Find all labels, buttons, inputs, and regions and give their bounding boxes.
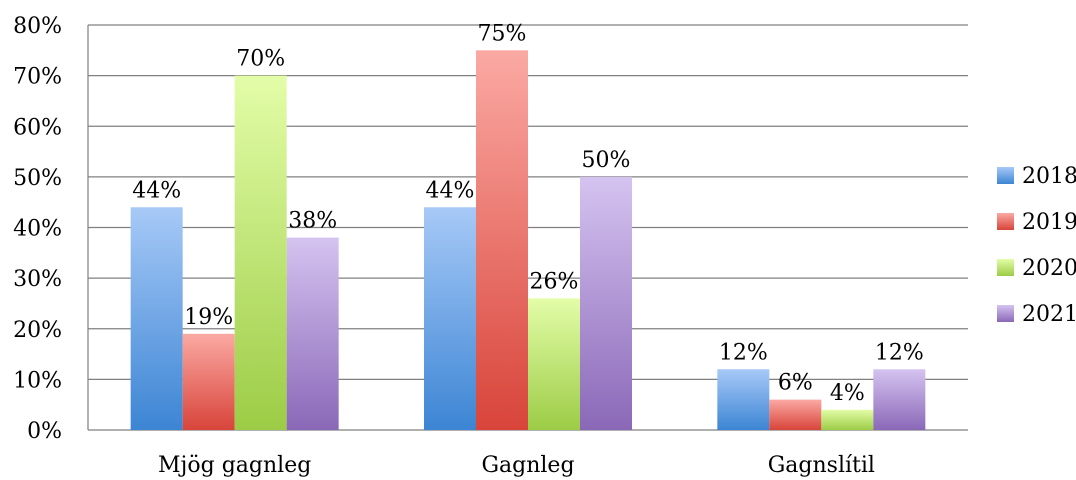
legend-label: 2018 xyxy=(1022,164,1076,189)
bar-2021 xyxy=(580,176,632,430)
data-label: 75% xyxy=(478,21,527,46)
legend-swatch xyxy=(997,259,1014,276)
data-label: 70% xyxy=(236,47,285,72)
bar-2020 xyxy=(234,75,287,430)
y-tick-label: 20% xyxy=(13,318,62,343)
y-tick-label: 10% xyxy=(13,368,62,393)
legend-label: 2020 xyxy=(1022,256,1076,281)
y-tick-label: 60% xyxy=(13,115,62,140)
legend-swatch xyxy=(997,305,1014,322)
bars xyxy=(130,50,926,430)
legend: 2018 2019 2020 2021 xyxy=(997,164,1076,327)
bar-2019 xyxy=(476,50,528,430)
data-label: 50% xyxy=(582,148,631,173)
data-label: 44% xyxy=(132,178,181,203)
bar-2020 xyxy=(821,409,874,430)
bar-2021 xyxy=(286,237,339,430)
legend-label: 2019 xyxy=(1022,210,1076,235)
bar-2019 xyxy=(769,399,822,430)
data-label: 6% xyxy=(778,371,813,396)
x-axis-categories: Mjög gagnleg Gagnleg Gagnslítil xyxy=(158,453,875,478)
y-tick-label: 50% xyxy=(13,166,62,191)
bar-2018 xyxy=(424,207,476,430)
y-axis-ticks: 0% 10% 20% 30% 40% 50% 60% 70% 80% xyxy=(13,14,62,444)
data-label: 44% xyxy=(426,178,475,203)
data-labels: 44% 19% 70% 38% 44% 75% 26% 50% 12% 6% 4% 12% xyxy=(132,21,924,405)
y-tick-label: 40% xyxy=(13,217,62,242)
legend-label: 2021 xyxy=(1022,302,1076,327)
bar-2021 xyxy=(873,369,926,430)
data-label: 26% xyxy=(530,269,579,294)
y-tick-label: 80% xyxy=(13,14,62,39)
data-label: 12% xyxy=(719,340,768,365)
x-category-label: Gagnslítil xyxy=(768,453,875,478)
bar-2018 xyxy=(130,207,183,430)
data-label: 38% xyxy=(288,209,337,234)
y-tick-label: 70% xyxy=(13,65,62,90)
y-tick-label: 0% xyxy=(27,419,62,444)
data-label: 4% xyxy=(830,381,865,406)
y-tick-label: 30% xyxy=(13,267,62,292)
x-category-label: Gagnleg xyxy=(481,453,574,478)
legend-swatch xyxy=(997,167,1014,184)
legend-swatch xyxy=(997,213,1014,230)
x-category-label: Mjög gagnleg xyxy=(158,453,311,478)
bar-2019 xyxy=(182,333,235,430)
data-label: 12% xyxy=(875,340,924,365)
bar-2018 xyxy=(717,369,770,430)
bar-2020 xyxy=(528,298,580,430)
data-label: 19% xyxy=(184,305,233,330)
